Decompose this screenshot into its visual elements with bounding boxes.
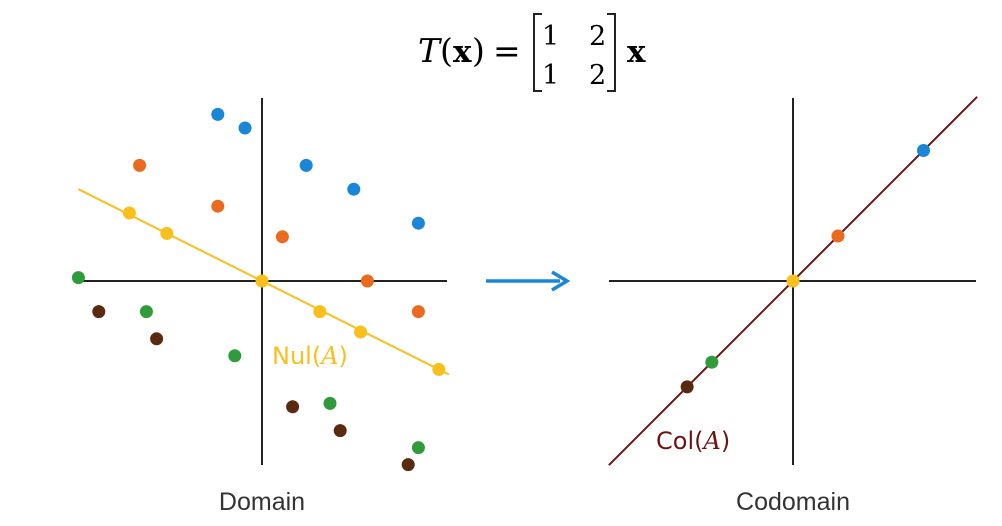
codomain-point-yellow bbox=[786, 274, 800, 288]
codomain-point-green bbox=[705, 355, 719, 369]
domain-label: Domain bbox=[219, 488, 305, 516]
arrow-head-icon bbox=[551, 270, 571, 292]
domain-point-yellow bbox=[354, 325, 368, 339]
domain-point-green bbox=[139, 305, 153, 319]
domain-point-yellow bbox=[255, 274, 269, 288]
codomain-point-blue bbox=[917, 144, 930, 157]
nul-label: Nul(A) bbox=[272, 342, 348, 370]
matrix-entry-22: 2 bbox=[589, 60, 606, 91]
mapping-arrow bbox=[486, 270, 571, 292]
domain-point-yellow bbox=[122, 206, 136, 220]
domain-point-blue bbox=[411, 216, 425, 230]
domain-point-green bbox=[228, 349, 242, 363]
codomain-point-orange bbox=[831, 229, 845, 243]
domain-point-blue bbox=[211, 107, 225, 121]
formula-x: x bbox=[453, 34, 472, 70]
col-label: Col(A) bbox=[656, 427, 730, 455]
domain-point-blue bbox=[347, 182, 361, 196]
codomain-points bbox=[680, 144, 930, 394]
domain-point-brown bbox=[333, 424, 347, 438]
domain-point-orange bbox=[275, 230, 289, 244]
codomain-label: Codomain bbox=[736, 488, 850, 516]
domain-panel: Nul(A) Domain bbox=[71, 98, 450, 516]
matrix-entry-11: 1 bbox=[542, 21, 559, 52]
domain-point-orange bbox=[211, 199, 225, 213]
domain-point-brown bbox=[92, 305, 106, 319]
domain-point-yellow bbox=[432, 362, 446, 376]
formula-T: T bbox=[418, 31, 443, 70]
matrix-right-bracket bbox=[607, 13, 616, 92]
formula-open-paren: ( bbox=[440, 31, 453, 70]
formula-x-rhs: x bbox=[627, 34, 646, 70]
formula-equals: = bbox=[493, 31, 521, 70]
domain-point-green bbox=[71, 271, 85, 285]
domain-point-orange bbox=[411, 305, 425, 319]
domain-point-orange bbox=[133, 158, 147, 172]
domain-point-yellow bbox=[160, 226, 174, 240]
domain-point-orange bbox=[360, 274, 374, 288]
domain-point-brown bbox=[286, 400, 300, 414]
matrix-entry-12: 2 bbox=[589, 21, 606, 52]
codomain-point-brown bbox=[680, 380, 694, 394]
matrix-entry-21: 1 bbox=[542, 60, 559, 91]
domain-point-green bbox=[323, 396, 337, 410]
domain-point-brown bbox=[150, 332, 164, 346]
domain-point-brown bbox=[401, 458, 415, 472]
formula: T ( x ) = 1 2 1 2 x bbox=[418, 13, 646, 92]
domain-point-blue bbox=[238, 121, 252, 135]
domain-point-yellow bbox=[313, 305, 327, 319]
codomain-panel: Col(A) Codomain bbox=[608, 96, 978, 516]
matrix-left-bracket bbox=[533, 13, 542, 92]
domain-point-green bbox=[411, 441, 425, 455]
domain-point-blue bbox=[299, 158, 313, 172]
formula-close-paren: ) bbox=[472, 31, 485, 70]
domain-points bbox=[71, 107, 446, 472]
